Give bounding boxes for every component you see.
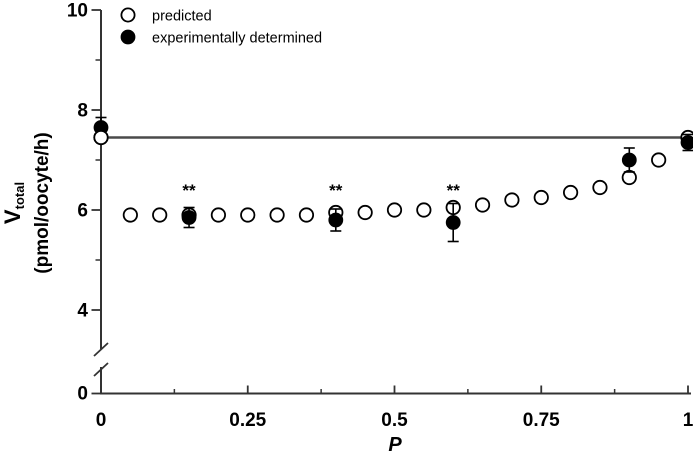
y-axis-title-units: (pmol/oocyte/h) [32, 132, 53, 273]
y-axis-break-slash [93, 342, 109, 357]
legend-label-predicted: predicted [152, 9, 212, 25]
predicted-point [122, 207, 138, 223]
legend-open-circle-icon [120, 7, 136, 23]
experimental-point [445, 215, 461, 230]
y-axis-break-slash [93, 362, 109, 377]
y-axis-title-subscript: total [12, 182, 27, 209]
predicted-point [621, 169, 637, 186]
y-tick-label: 4 [77, 301, 88, 322]
predicted-point [533, 189, 549, 206]
x-tick-label: 0.5 [381, 410, 408, 431]
legend: predicted experimentally determined [120, 7, 322, 47]
significance-marker: ** [182, 181, 196, 200]
legend-filled-circle-icon [120, 29, 136, 45]
significance-marker: ** [329, 181, 343, 200]
significance-marker: ** [447, 181, 461, 200]
y-axis-title-v: V [0, 209, 25, 224]
y-tick-label: 8 [77, 101, 88, 122]
x-tick-label: 0.75 [523, 410, 560, 431]
y-zero-label: 0 [77, 384, 88, 405]
predicted-point [592, 179, 608, 196]
experimental-point [680, 135, 693, 150]
predicted-point [357, 204, 373, 221]
predicted-point [269, 207, 285, 223]
y-axis-title-main: Vtotal [0, 182, 27, 224]
predicted-point [386, 202, 403, 218]
y-tick-label: 10 [67, 1, 88, 22]
predicted-point [416, 202, 432, 218]
chart-plot-area: 10 8 6 4 00 0.25 0.5 0.75 1 ** ** ** [67, 1, 693, 431]
x-tick-label: 1 [683, 410, 693, 431]
predicted-point [474, 197, 491, 213]
predicted-point [298, 207, 315, 223]
predicted-point [562, 184, 579, 201]
predicted-point [240, 207, 256, 223]
predicted-point [152, 207, 168, 223]
experimental-point [181, 210, 197, 225]
predicted-point [210, 207, 226, 223]
predicted-point [93, 129, 109, 146]
y-tick-label: 6 [77, 201, 88, 222]
x-tick-label: 0.25 [229, 410, 266, 431]
experimental-point [621, 152, 637, 168]
experimental-point [328, 212, 344, 228]
legend-label-experimental: experimentally determined [152, 31, 322, 47]
predicted-point [504, 192, 520, 208]
x-tick-label: 0 [96, 410, 107, 431]
predicted-point [651, 152, 667, 168]
x-axis-title: P [388, 434, 402, 456]
